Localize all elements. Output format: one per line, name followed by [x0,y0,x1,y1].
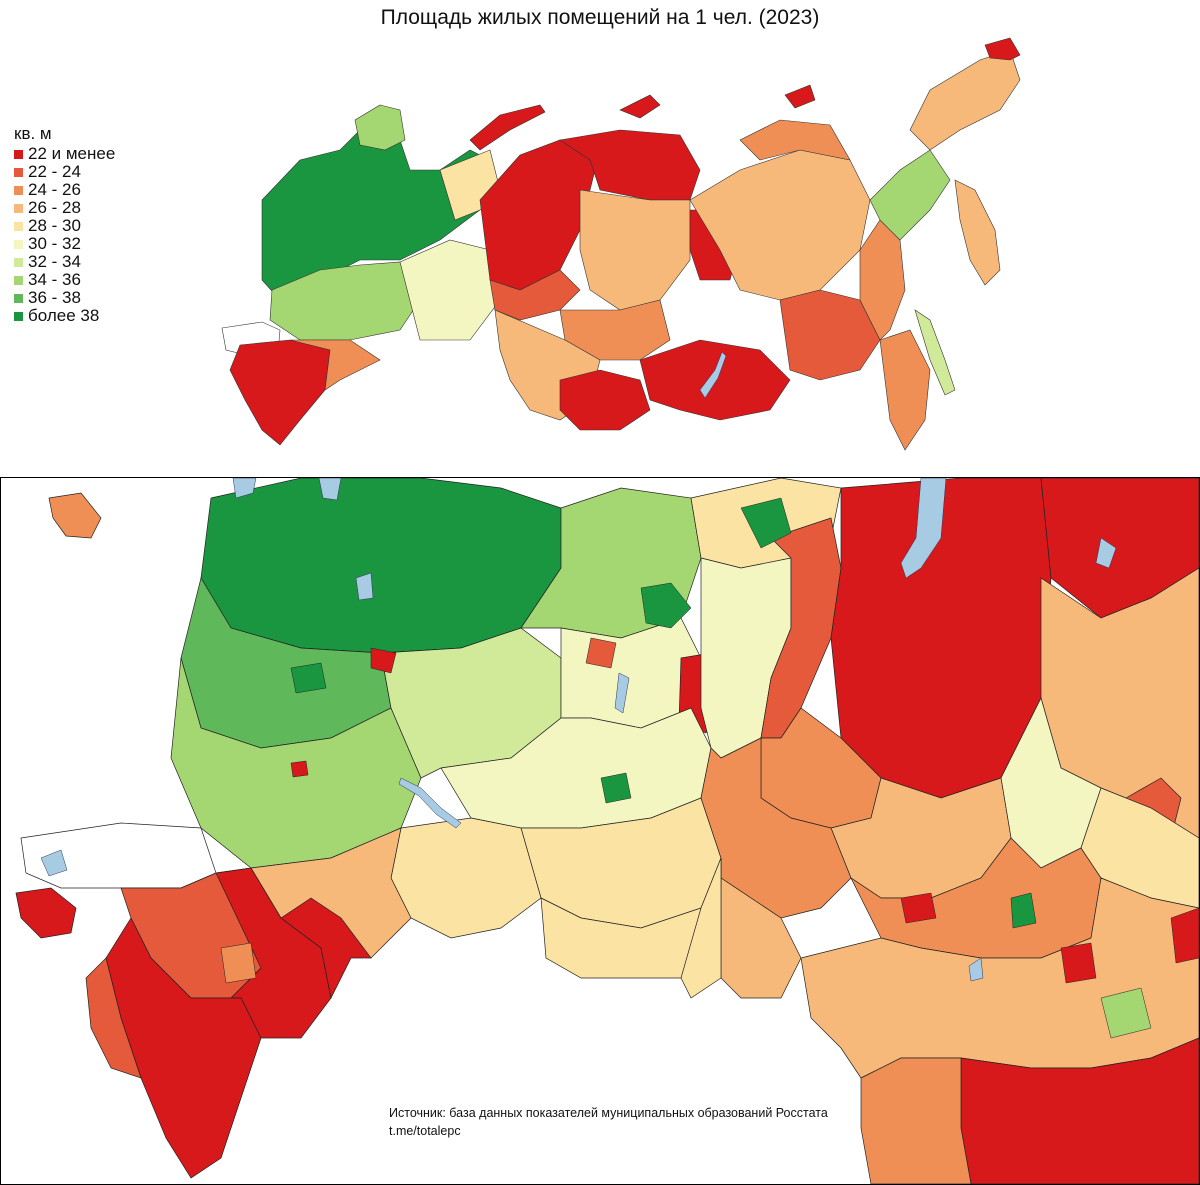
kama-reservoir [614,672,630,714]
volga-river [398,777,462,829]
region-accent [220,942,257,984]
legend-item: 36 - 38 [14,288,115,307]
european-russia-detail-map [15,478,1199,1184]
legend-label: 22 и менее [28,144,116,163]
severnaya-zemlya-island [619,94,661,119]
region-accent [640,582,692,629]
region-primorye [879,329,931,451]
region-crimea [15,887,77,939]
legend-label: 32 - 34 [28,252,81,271]
legend-item: более 38 [14,306,115,325]
novaya-zemlya-island [469,104,546,151]
region-accent [1100,987,1152,1039]
overview-regions [221,37,1021,451]
legend-label: 24 - 26 [28,180,81,199]
region-yakutia-north [739,119,851,161]
azov-water [40,849,68,877]
legend-swatch [14,293,23,303]
region-rostov [215,867,332,1039]
region-accent [740,497,792,549]
region-astrakhan [280,897,372,1000]
baikal-lake [699,351,727,399]
legend-item: 34 - 36 [14,270,115,289]
region-accent [900,892,937,924]
region-south [229,339,331,446]
source-line: Источник: база данных показателей муници… [389,1106,828,1120]
region-accent [370,647,397,674]
region-kola [354,104,406,151]
onega-lake [318,478,342,501]
region-chukotka-east [984,37,1021,61]
ladoga-lake [232,478,257,499]
legend-swatch [14,185,23,195]
region-krasnodar [85,957,142,1079]
legend-label: 36 - 38 [28,288,81,307]
legend-swatch [14,311,23,321]
region-accent [290,760,309,778]
legend-swatch [14,221,23,231]
detail-accent-patches [220,497,1199,1039]
region-volga [399,239,501,341]
legend-label: 26 - 28 [28,198,81,217]
region-kamchatka [954,179,1001,286]
yenisei-water [1095,537,1117,569]
detail-regions [15,478,1199,1184]
region-accent [1060,942,1097,984]
arctic-islands [469,84,816,151]
region-accent [290,662,327,694]
region-amur [779,289,881,381]
region-altai [559,369,651,431]
legend-swatch [14,149,23,159]
legend-unit: кв. м [14,124,52,143]
region-magadan [869,149,951,241]
legend-item: 24 - 26 [14,180,115,199]
legend-swatch [14,167,23,177]
russia-overview-map [221,37,1021,451]
rybinsk-reservoir [355,572,374,601]
overview-lakes [699,351,727,399]
region-northwest [200,478,562,654]
legend-label: 28 - 30 [28,216,81,235]
legend-item: 30 - 32 [14,234,115,253]
map-title: Площадь жилых помещений на 1 чел. (2023) [380,6,820,29]
legend-label: 30 - 32 [28,234,81,253]
region-sakhalin [914,309,956,396]
region-kazakh-border [860,1057,972,1184]
region-chukotka [909,49,1021,151]
legend-item: 32 - 34 [14,252,115,271]
detail-map-frame [0,477,1200,1185]
region-accent [585,637,617,669]
legend-label: 34 - 36 [28,270,81,289]
legend-item: 28 - 30 [14,216,115,235]
legend-items: 22 и менее 22 - 24 24 - 26 26 - 28 28 - 30 30… [14,144,116,325]
region-accent [600,772,632,804]
region-accent [1170,907,1199,964]
legend-swatch [14,257,23,267]
legend-item: 22 - 24 [14,162,115,181]
legend: кв. м 22 и менее 22 - 24 24 - 26 26 - 28 28 … [14,124,115,325]
region-chelyabinsk [680,857,722,999]
legend-swatch [14,275,23,285]
region-south-2 [289,339,381,391]
source-link[interactable]: t.me/totalepc [389,1124,461,1138]
legend-item: 26 - 28 [14,198,115,217]
legend-label: более 38 [28,306,100,325]
region-novosibirsk [700,737,852,919]
ob-gulf-water [900,478,947,579]
region-saratov [390,817,542,939]
region-center [269,261,421,341]
region-kaliningrad [48,492,102,539]
legend-swatch [14,239,23,249]
novosibirsk-reservoir [968,957,984,982]
legend-item: 22 и менее [14,144,116,163]
region-accent [1010,892,1037,929]
source-note: Источник: база данных показателей муници… [389,1104,828,1140]
region-evenkia [579,189,691,311]
legend-swatch [14,203,23,213]
detail-water [40,478,1117,982]
legend-label: 22 - 24 [28,162,81,181]
novosibirsk-island [784,84,816,109]
